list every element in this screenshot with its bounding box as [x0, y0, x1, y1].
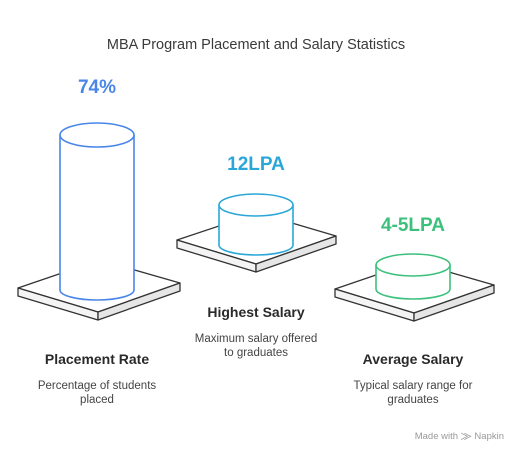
cylinder-average-salary — [375, 253, 451, 300]
highest-salary-description: Maximum salary offered to graduates — [194, 333, 318, 359]
placement-rate-value: 74% — [77, 77, 117, 98]
average-salary-description: Typical salary range for graduates — [353, 380, 473, 406]
page-title: MBA Program Placement and Salary Statist… — [106, 37, 406, 53]
average-salary-label: Average Salary — [362, 351, 464, 367]
cylinder-highest-salary — [218, 193, 294, 256]
placement-rate-label: Placement Rate — [44, 351, 150, 367]
placement-rate-description: Percentage of students placed — [37, 380, 157, 406]
average-salary-value: 4-5LPA — [380, 215, 446, 236]
highest-salary-label: Highest Salary — [207, 304, 305, 320]
branding-prefix: Made with — [414, 431, 459, 442]
branding: Made with ⨠ Napkin — [392, 431, 504, 442]
branding-name: Napkin — [474, 431, 504, 442]
cylinder-placement-rate — [59, 122, 135, 301]
highest-salary-value: 12LPA — [227, 154, 285, 175]
napkin-logo-icon: ⨠ — [460, 431, 472, 442]
